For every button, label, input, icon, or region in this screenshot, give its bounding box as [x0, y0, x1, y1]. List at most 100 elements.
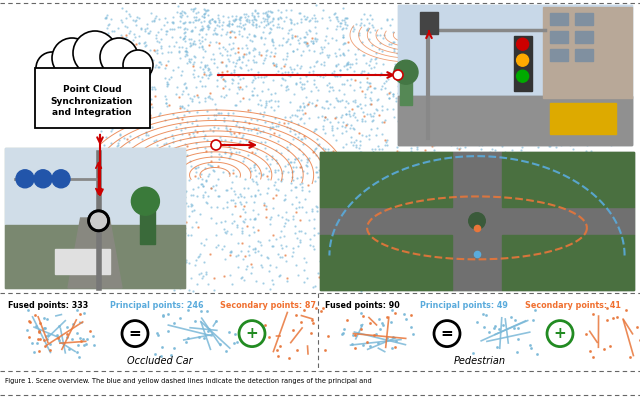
Point [337, 26, 347, 32]
Point [183, 335, 193, 342]
Point [144, 112, 154, 118]
Point [449, 85, 460, 91]
Point [568, 205, 579, 211]
Point [534, 43, 545, 50]
Point [449, 235, 460, 241]
Point [333, 213, 344, 220]
Point [388, 38, 399, 45]
Point [397, 202, 407, 209]
Point [138, 101, 148, 107]
Point [206, 153, 216, 159]
Point [539, 174, 549, 180]
Point [375, 326, 385, 332]
Point [357, 209, 367, 216]
Point [279, 63, 289, 69]
Point [480, 181, 490, 188]
Point [504, 215, 514, 222]
Point [267, 277, 277, 284]
Point [255, 97, 265, 103]
Point [365, 177, 375, 184]
Point [40, 325, 50, 332]
Point [427, 34, 437, 41]
Point [564, 111, 575, 117]
Point [266, 18, 276, 24]
Point [380, 117, 390, 123]
Point [476, 176, 486, 182]
Point [126, 101, 136, 107]
Point [320, 113, 330, 120]
Point [335, 204, 346, 210]
Point [490, 228, 500, 235]
Point [362, 86, 372, 92]
Point [456, 130, 466, 137]
Point [273, 187, 284, 193]
Point [509, 106, 519, 113]
Point [161, 217, 172, 223]
Point [490, 146, 500, 153]
Point [115, 96, 125, 103]
Point [192, 109, 202, 115]
Point [296, 136, 306, 142]
Point [521, 70, 531, 77]
Point [482, 265, 492, 271]
Point [623, 192, 633, 198]
Point [373, 96, 383, 103]
Point [106, 16, 116, 23]
Point [227, 170, 237, 176]
Point [580, 173, 591, 179]
Point [240, 20, 250, 27]
Point [332, 225, 342, 231]
Point [437, 158, 447, 164]
Point [260, 35, 270, 41]
Point [211, 39, 221, 45]
Point [574, 209, 584, 216]
Point [156, 168, 166, 175]
Point [517, 241, 527, 247]
Point [116, 146, 126, 152]
Point [139, 76, 149, 82]
Point [108, 101, 118, 107]
Point [396, 182, 406, 188]
Point [182, 152, 192, 158]
Point [295, 65, 305, 71]
Point [413, 38, 423, 45]
Point [434, 227, 444, 233]
Point [206, 55, 216, 62]
Point [185, 40, 195, 46]
Point [236, 17, 246, 24]
Point [621, 118, 632, 124]
Point [374, 146, 384, 152]
Point [128, 36, 138, 43]
Point [285, 118, 296, 124]
Point [339, 40, 349, 47]
Point [582, 68, 592, 75]
Point [228, 144, 239, 151]
Point [257, 128, 268, 134]
Point [490, 85, 500, 92]
Point [131, 16, 141, 23]
Point [502, 6, 513, 13]
Point [348, 125, 358, 131]
Point [378, 185, 388, 191]
Point [543, 261, 553, 267]
Point [199, 11, 209, 18]
Point [285, 141, 296, 147]
Point [217, 73, 227, 79]
Point [100, 53, 111, 59]
Point [134, 230, 145, 237]
Point [109, 28, 120, 34]
Point [474, 73, 484, 79]
Point [451, 263, 461, 270]
Point [300, 229, 310, 236]
Point [545, 76, 556, 83]
Point [332, 185, 342, 191]
Point [189, 5, 200, 12]
Point [214, 19, 225, 26]
Point [294, 10, 305, 16]
Point [280, 219, 291, 226]
Point [198, 273, 209, 279]
Point [261, 100, 271, 107]
Circle shape [211, 140, 221, 150]
Bar [0, 3, 640, 293]
Point [202, 193, 212, 199]
